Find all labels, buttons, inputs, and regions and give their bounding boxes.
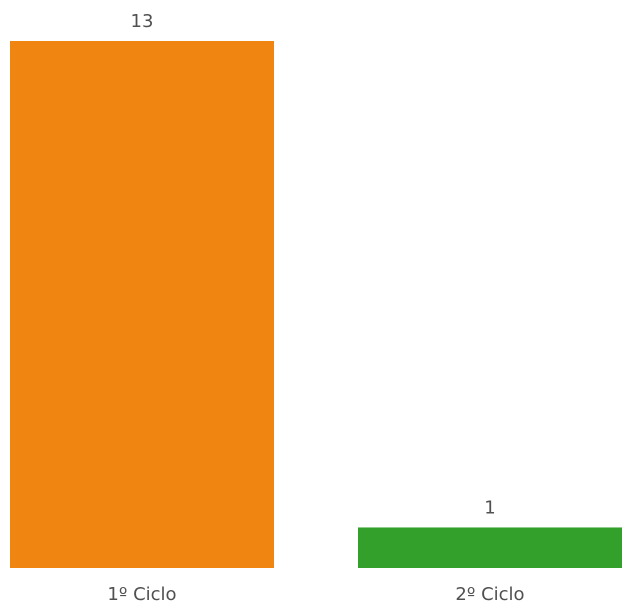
data-labels-group: 13 1 (131, 11, 496, 518)
bar-2 (358, 527, 622, 568)
data-label-1: 13 (131, 11, 154, 32)
category-label-1: 1º Ciclo (107, 584, 176, 605)
category-label-2: 2º Ciclo (455, 584, 524, 605)
bars-group (10, 41, 622, 568)
category-labels-group: 1º Ciclo 2º Ciclo (107, 584, 524, 605)
data-label-2: 1 (484, 497, 495, 518)
bar-1 (10, 41, 274, 568)
